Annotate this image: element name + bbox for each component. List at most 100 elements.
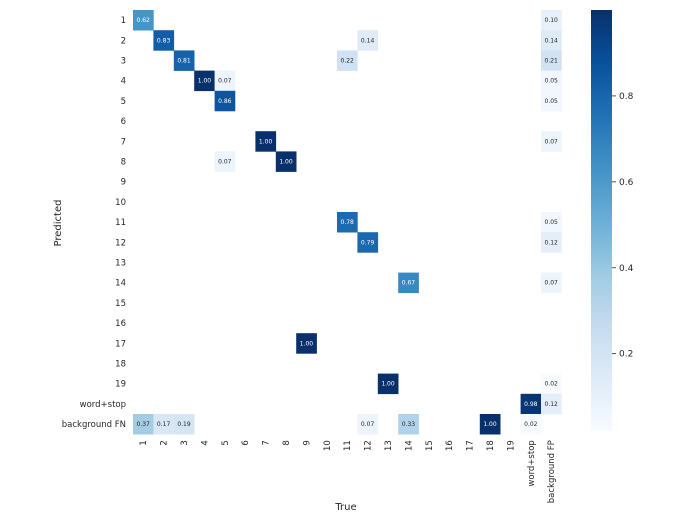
heatmap-cell [337, 212, 358, 233]
heatmap-cell [133, 414, 154, 435]
y-tick-label: 4 [121, 77, 126, 87]
x-tick-label: 8 [282, 440, 292, 445]
heatmap-cell [541, 232, 562, 253]
heatmap-cell-labels: 0.62 0.10 0.83 0.14 0.14 0.81 0.22 0.21 1.00 0.07… [137, 17, 559, 428]
heatmap-cell-label: 0.17 [157, 421, 171, 428]
y-tick-label: 5 [121, 97, 126, 107]
x-axis-ticks: 1 2 3 4 5 6 7 8 9 10 11 12 13 14 15 16 17 18 19 word+stop ba… [139, 440, 557, 503]
heatmap-cell-label: 0.37 [137, 421, 151, 428]
heatmap-cell [398, 272, 419, 294]
heatmap-cell [194, 70, 215, 92]
heatmap-cell [173, 50, 195, 71]
heatmap-cell [520, 393, 542, 415]
heatmap-cell [398, 414, 419, 435]
heatmap-cell [520, 414, 542, 435]
heatmap-cell-label: 0.12 [545, 239, 559, 246]
heatmap-cell-label: 1.00 [259, 138, 273, 145]
heatmap-cell-label: 0.79 [361, 239, 375, 246]
y-tick-label: 6 [121, 117, 126, 127]
x-tick-label: 17 [466, 440, 476, 451]
colorbar-tick-label: 0.6 [619, 178, 634, 188]
heatmap-cell [541, 50, 562, 71]
y-tick-label: 7 [121, 137, 126, 147]
heatmap-cell [541, 131, 562, 152]
x-tick-label: 1 [139, 440, 149, 445]
heatmap-cell [153, 30, 175, 51]
x-tick-label: 12 [364, 440, 374, 451]
heatmap-cell-label: 0.67 [402, 280, 416, 287]
colorbar-tick-label: 0.4 [619, 264, 634, 274]
x-tick-label: 15 [425, 440, 435, 451]
x-tick-label: 7 [262, 440, 272, 445]
heatmap-cell-label: 0.05 [545, 78, 559, 85]
heatmap-cell [214, 90, 236, 112]
heatmap-cell-label: 0.86 [218, 98, 232, 105]
heatmap-cell [357, 414, 379, 435]
y-axis-ticks: 12345678910111213141516171819word+stopba… [62, 16, 126, 430]
x-tick-label: 19 [506, 440, 516, 451]
heatmap-cell-label: 0.21 [545, 58, 559, 65]
colorbar-ticks: 0.2 0.4 0.6 0.8 [612, 92, 634, 360]
x-tick-label: 13 [384, 440, 394, 451]
heatmap-cell [357, 30, 379, 51]
heatmap-cell-label: 0.14 [361, 37, 375, 44]
heatmap-cell [214, 70, 236, 92]
heatmap-cell-label: 0.07 [545, 138, 559, 145]
heatmap-cell [541, 90, 562, 112]
x-tick-label: 2 [160, 440, 170, 445]
x-tick-label: 3 [180, 440, 190, 445]
heatmap-cell-label: 1.00 [279, 159, 293, 166]
y-tick-label: 9 [121, 178, 126, 188]
x-tick-label: 9 [302, 440, 312, 445]
heatmap-cell [479, 414, 501, 435]
heatmap-cell-label: 0.12 [545, 401, 559, 408]
heatmap-cell [377, 373, 399, 395]
heatmap-cell [541, 393, 562, 415]
heatmap-cell-label: 0.05 [545, 219, 559, 226]
heatmap-cell [255, 131, 277, 152]
heatmap-cell [541, 70, 562, 92]
heatmap-cell [541, 10, 562, 31]
y-tick-label: 16 [115, 319, 126, 329]
y-tick-label: 11 [115, 218, 126, 228]
heatmap-cell [541, 373, 562, 395]
heatmap-cell [153, 414, 175, 435]
heatmap-cell [541, 30, 562, 51]
y-tick-label: 8 [121, 158, 126, 168]
heatmap-cell-label: 0.19 [177, 421, 191, 428]
heatmap-cell-label: 0.05 [545, 98, 559, 105]
heatmap-cell-label: 1.00 [300, 340, 314, 347]
y-tick-label: 2 [121, 36, 126, 46]
y-tick-label: 19 [115, 380, 126, 390]
heatmap-cell-label: 1.00 [381, 381, 395, 388]
heatmap-cell-label: 1.00 [198, 78, 212, 85]
x-tick-label: 4 [200, 440, 210, 445]
heatmap-cell-label: 0.62 [137, 17, 151, 24]
y-axis-label: Predicted [53, 200, 64, 247]
y-tick-label: word+stop [80, 400, 126, 410]
heatmap-cells [133, 10, 562, 435]
y-tick-label: 15 [115, 299, 126, 309]
x-tick-label: 14 [404, 440, 414, 451]
y-tick-label: 3 [121, 57, 126, 67]
colorbar-tick-label: 0.8 [619, 92, 634, 102]
heatmap-cell [337, 50, 358, 71]
heatmap-cell-label: 0.83 [157, 37, 171, 44]
x-axis-label: True [334, 502, 356, 513]
x-tick-label: 18 [486, 440, 496, 451]
heatmap-cell [133, 10, 154, 31]
heatmap-cell [296, 333, 317, 354]
x-tick-label: 11 [343, 440, 353, 451]
y-tick-label: 10 [115, 198, 126, 208]
heatmap-cell-label: 0.98 [524, 401, 538, 408]
heatmap-cell-label: 0.14 [545, 37, 559, 44]
heatmap-cell-label: 0.07 [218, 159, 232, 166]
y-tick-label: 1 [121, 16, 126, 26]
heatmap-cell-label: 0.33 [402, 421, 416, 428]
y-tick-label: 12 [115, 238, 126, 248]
heatmap-cell-label: 0.07 [218, 78, 232, 85]
y-tick-label: 14 [115, 279, 126, 289]
heatmap-cell [173, 414, 195, 435]
heatmap-cell [214, 151, 236, 172]
